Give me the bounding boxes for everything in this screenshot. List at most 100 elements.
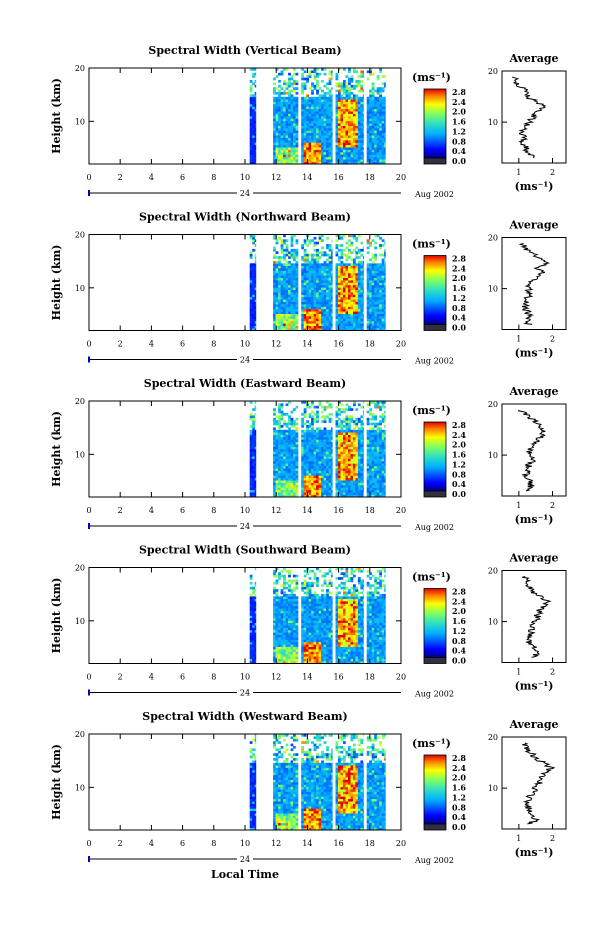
heatmap-cell [340, 130, 344, 134]
heatmap-cell [290, 272, 294, 276]
heatmap-cell [376, 461, 380, 464]
heatmap-cell [280, 270, 284, 274]
heatmap-cell [303, 239, 307, 242]
heatmap-cell [384, 487, 386, 491]
heatmap-cell [350, 432, 354, 435]
heatmap-cell [371, 149, 375, 153]
heatmap-cell [371, 465, 375, 469]
heatmap-cell [323, 292, 327, 295]
heatmap-cell [350, 265, 354, 269]
heatmap-cell [366, 144, 370, 148]
heatmap-cell [303, 275, 307, 278]
heatmap-cell [381, 485, 385, 488]
heatmap-cell [340, 299, 344, 302]
heatmap-cell [338, 401, 341, 404]
heatmap-cell [275, 453, 279, 457]
heatmap-cell [295, 137, 299, 141]
heatmap-cell [379, 441, 382, 445]
heatmap-cell [280, 87, 284, 90]
heatmap-cell [273, 437, 276, 440]
heatmap-cell [376, 427, 380, 431]
heatmap-cell [311, 432, 314, 435]
heatmap-cell [273, 613, 276, 616]
heatmap-cell [252, 306, 255, 310]
heatmap-cell [338, 456, 341, 459]
heatmap-cell [280, 437, 284, 440]
heatmap-cell [360, 287, 364, 290]
heatmap-cell [362, 417, 364, 421]
heatmap-cell [311, 294, 314, 298]
heatmap-cell [249, 473, 253, 476]
heatmap-cell [290, 425, 294, 428]
heatmap-cell [275, 477, 279, 481]
heatmap-cell [369, 301, 372, 305]
heatmap-cell [254, 234, 257, 238]
heatmap-cell [357, 104, 361, 107]
heatmap-cell [384, 489, 386, 493]
heatmap-cell [379, 92, 382, 95]
heatmap-cell [326, 263, 329, 266]
heatmap-cell [362, 70, 364, 74]
heatmap-cell [323, 128, 327, 131]
heatmap-cell [345, 265, 349, 269]
heatmap-cell [362, 135, 364, 138]
heatmap-cell [340, 265, 344, 269]
heatmap-cell [316, 256, 319, 259]
heatmap-cell [313, 489, 317, 493]
heatmap-cell [343, 284, 346, 288]
heatmap-cell [384, 306, 386, 310]
heatmap-cell [301, 147, 304, 150]
heatmap-cell [303, 401, 307, 404]
heatmap-cell [254, 263, 257, 266]
heatmap-cell [293, 470, 296, 474]
heatmap-cell [316, 470, 319, 474]
heatmap-cell [252, 465, 255, 469]
heatmap-cell [293, 248, 296, 252]
heatmap-cell [252, 156, 255, 160]
heatmap-cell [280, 128, 284, 131]
heatmap-cell [321, 135, 324, 138]
heatmap-cell [283, 470, 286, 474]
heatmap-cell [355, 152, 359, 155]
heatmap-cell [350, 439, 354, 443]
heatmap-cell [374, 99, 377, 102]
heatmap-cell [355, 306, 359, 310]
heatmap-cell [381, 108, 385, 112]
heatmap-cell [249, 446, 253, 450]
heatmap-cell [285, 128, 289, 131]
heatmap-cell [366, 275, 370, 278]
heatmap-cell [285, 275, 289, 278]
heatmap-cell [316, 113, 319, 117]
heatmap-cell [313, 144, 317, 148]
heatmap-cell [249, 449, 253, 452]
heatmap-cell [350, 244, 354, 247]
heatmap-cell [311, 401, 314, 404]
heatmap-cell [328, 292, 332, 295]
heatmap-cell [376, 475, 380, 479]
heatmap-cell [343, 265, 346, 269]
heatmap-cell [275, 637, 279, 640]
heatmap-cell [311, 287, 314, 290]
heatmap-cell [318, 432, 322, 435]
heatmap-cell [371, 444, 375, 447]
heatmap-cell [318, 306, 322, 310]
heatmap-cell [273, 144, 276, 148]
heatmap-cell [254, 161, 257, 165]
heatmap-cell [379, 301, 382, 305]
heatmap-cell [331, 75, 333, 78]
heatmap-cell [249, 463, 253, 467]
heatmap-cell [316, 458, 319, 462]
heatmap-cell [311, 156, 314, 160]
heatmap-cell [273, 429, 276, 433]
heatmap-cell [303, 410, 307, 414]
heatmap-cell [335, 132, 339, 136]
heatmap-cell [290, 296, 294, 300]
heatmap-cell [348, 311, 351, 314]
heatmap-cell [323, 280, 327, 283]
heatmap-cell [369, 494, 372, 498]
heatmap-cell [273, 296, 276, 300]
heatmap-cell [350, 268, 354, 271]
heatmap-cell [335, 299, 339, 302]
heatmap-cell [362, 280, 364, 283]
heatmap-cell [328, 125, 332, 129]
